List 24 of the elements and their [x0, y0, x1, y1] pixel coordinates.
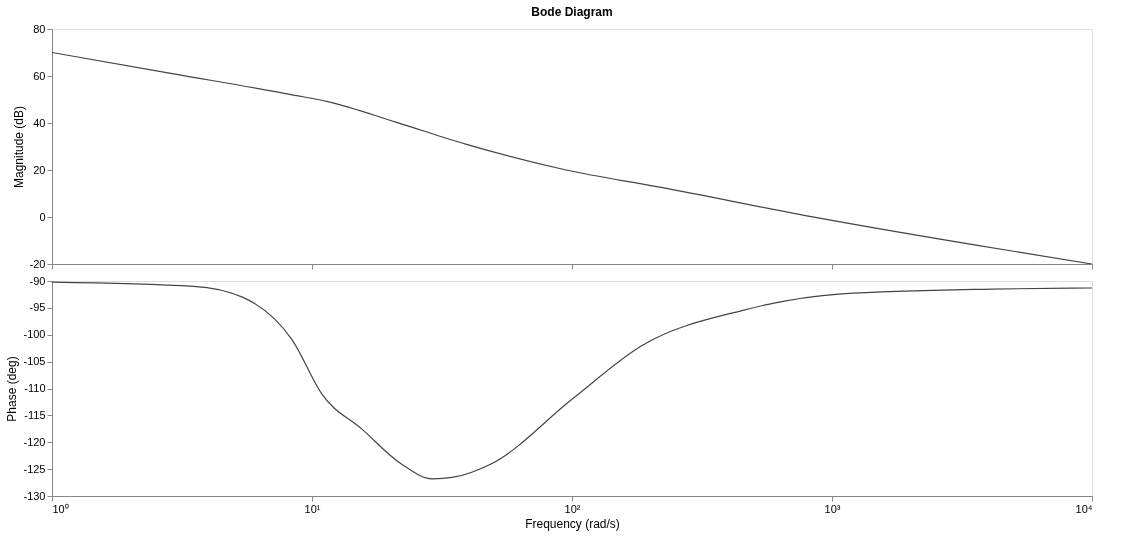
- x-tick-label: 10¹: [304, 502, 321, 515]
- x-tick-label: 10⁰: [52, 502, 69, 515]
- y-tick-label: -115: [24, 408, 46, 421]
- y-tick-label: 0: [39, 210, 46, 223]
- x-tick-label: 10²: [564, 502, 581, 515]
- y-tick-label: -105: [23, 355, 46, 368]
- y-tick-label: 20: [33, 163, 46, 176]
- y-axis-title: Magnitude (dB): [11, 105, 26, 189]
- y-tick-label: -110: [24, 382, 46, 394]
- y-tick-label: 80: [33, 22, 46, 35]
- y-tick-label: -95: [29, 301, 46, 314]
- y-tick-label: 60: [33, 69, 46, 82]
- y-tick-label: 40: [33, 116, 46, 129]
- x-tick-label: 10³: [824, 502, 841, 515]
- y-tick-label: -130: [23, 489, 46, 502]
- x-axis-title: Frequency (rad/s): [525, 516, 620, 531]
- y-tick-label: -100: [23, 328, 46, 341]
- y-tick-label: -125: [23, 462, 46, 475]
- x-tick-label: 10⁴: [1075, 502, 1093, 515]
- chart-title: Bode Diagram: [531, 5, 613, 19]
- y-tick-label: -20: [29, 257, 46, 270]
- y-tick-label: -90: [29, 274, 46, 287]
- y-tick-label: -120: [23, 435, 46, 448]
- y-axis-title: Phase (deg): [5, 356, 20, 422]
